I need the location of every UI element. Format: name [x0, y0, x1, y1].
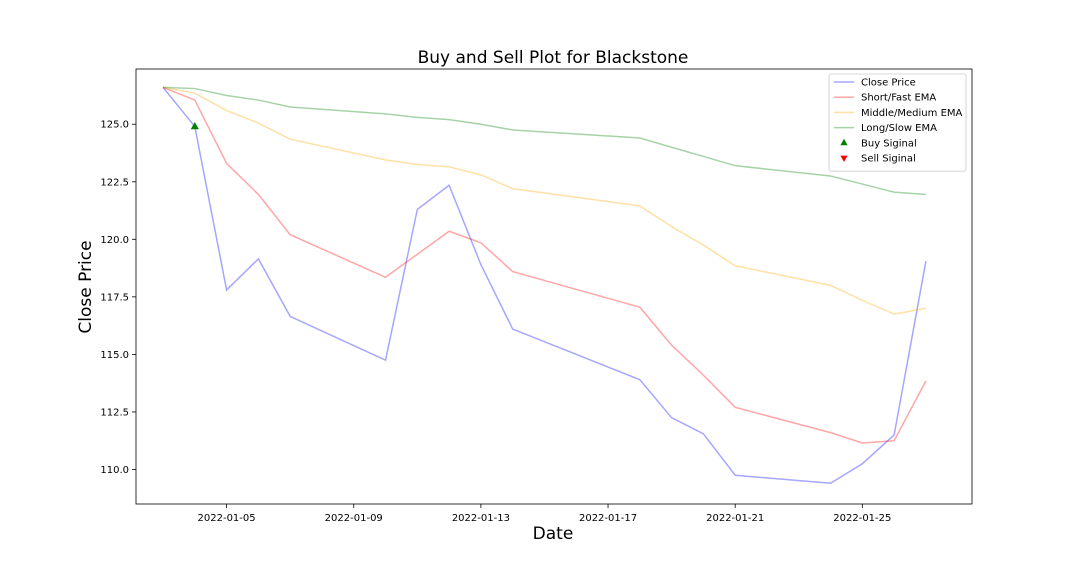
- y-axis-label: Close Price: [76, 240, 96, 333]
- legend-label-2: Middle/Medium EMA: [861, 108, 963, 119]
- x-tick-label-0: 2022-01-05: [198, 513, 256, 524]
- series-line-1: [162, 86, 927, 444]
- series-line-0: [162, 86, 927, 485]
- y-tick-label-4: 120.0: [100, 235, 129, 246]
- legend-box: [828, 73, 967, 172]
- x-tick-label-4: 2022-01-21: [706, 513, 764, 524]
- plot-frame: [135, 68, 973, 505]
- y-axis: 110.0 112.5 115.0 117.5 120.0 122.5 125.0: [100, 120, 136, 476]
- y-tick-label-2: 115.0: [100, 350, 129, 361]
- x-tick-label-3: 2022-01-17: [579, 513, 637, 524]
- legend-label-0: Close Price: [861, 78, 916, 89]
- legend-label-3: Long/Slow EMA: [861, 123, 937, 134]
- x-axis: 2022-01-05 2022-01-09 2022-01-13 2022-01-17…: [198, 504, 891, 524]
- legend-entry-2: Middle/Medium EMA: [834, 108, 963, 119]
- legend-entry-5: Sell Siginal: [840, 154, 916, 165]
- legend-entry-0: Close Price: [834, 78, 916, 89]
- y-tick-label-5: 122.5: [100, 177, 129, 188]
- legend-entry-1: Short/Fast EMA: [834, 93, 936, 104]
- legend: Close Price Short/Fast EMA Middle/Medium E…: [828, 73, 967, 172]
- x-tick-label-5: 2022-01-25: [833, 513, 891, 524]
- legend-swatch-4: [840, 138, 848, 146]
- plot-area: [162, 86, 927, 485]
- x-tick-label-1: 2022-01-09: [325, 513, 383, 524]
- y-tick-label-3: 117.5: [100, 292, 129, 303]
- y-tick-label-6: 125.0: [100, 120, 129, 131]
- marker-0-0: [190, 122, 199, 130]
- legend-label-4: Buy Siginal: [861, 138, 917, 149]
- series-line-2: [162, 86, 927, 315]
- legend-label-5: Sell Siginal: [861, 154, 916, 165]
- y-tick-label-1: 112.5: [100, 407, 129, 418]
- legend-swatch-5: [840, 155, 848, 162]
- x-tick-label-2: 2022-01-13: [452, 513, 510, 524]
- x-axis-label: Date: [533, 524, 574, 544]
- series-line-3: [162, 86, 926, 196]
- chart-title: Buy and Sell Plot for Blackstone: [418, 48, 689, 68]
- legend-entry-3: Long/Slow EMA: [834, 123, 937, 134]
- y-tick-label-0: 110.0: [100, 465, 129, 476]
- legend-entry-4: Buy Siginal: [840, 138, 917, 149]
- legend-label-1: Short/Fast EMA: [861, 93, 936, 104]
